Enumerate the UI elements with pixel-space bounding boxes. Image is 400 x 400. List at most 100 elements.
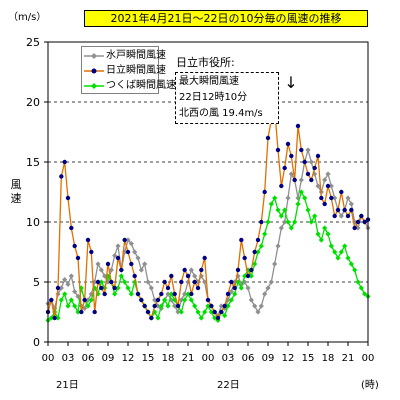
x-tick-label-5: 15 [142, 353, 155, 364]
data-point-0-24 [125, 237, 131, 243]
data-point-0-12 [85, 297, 91, 303]
data-point-2-5 [62, 291, 68, 297]
legend-item-hitachi: 日立瞬間風速 [84, 64, 166, 78]
data-point-2-84 [325, 231, 331, 237]
data-point-2-55 [228, 297, 234, 303]
data-point-1-48 [205, 297, 211, 303]
data-point-1-24 [125, 249, 131, 255]
data-point-2-64 [258, 243, 264, 249]
data-point-0-41 [182, 291, 188, 297]
data-point-0-83 [322, 177, 328, 183]
data-point-1-14 [92, 309, 97, 315]
data-point-1-46 [199, 267, 204, 273]
data-point-0-52 [218, 303, 224, 309]
data-point-2-92 [352, 267, 358, 273]
data-point-1-25 [129, 261, 134, 267]
data-point-2-65 [262, 231, 268, 237]
data-point-1-76 [299, 147, 304, 153]
data-point-2-22 [118, 273, 124, 279]
data-point-0-16 [98, 267, 104, 273]
data-point-2-85 [328, 243, 334, 249]
data-point-0-91 [348, 201, 354, 207]
data-point-1-92 [352, 225, 357, 231]
data-point-2-4 [58, 297, 64, 303]
data-point-1-55 [229, 279, 234, 285]
data-point-0-19 [108, 267, 114, 273]
data-point-2-35 [162, 297, 168, 303]
data-point-1-18 [105, 261, 111, 267]
data-point-1-84 [325, 183, 331, 189]
data-point-0-36 [165, 291, 171, 297]
data-point-2-47 [202, 309, 208, 315]
data-point-0-84 [325, 171, 331, 177]
data-point-2-58 [238, 285, 244, 291]
data-point-1-32 [152, 303, 157, 309]
x-tick-label-9: 03 [222, 353, 235, 364]
legend-label-hitachi: 日立瞬間風速 [106, 65, 166, 76]
data-point-1-80 [312, 165, 317, 171]
data-point-0-6 [65, 281, 71, 287]
data-point-0-65 [262, 291, 268, 297]
data-point-1-35 [162, 279, 167, 285]
data-point-0-26 [132, 249, 138, 255]
data-point-2-78 [305, 207, 311, 213]
data-point-0-44 [192, 273, 198, 279]
data-point-1-50 [212, 309, 217, 315]
annotation-line-1: 最大瞬間風速 [179, 76, 239, 87]
y-tick-label-0: 0 [33, 336, 40, 349]
data-point-2-3 [55, 315, 61, 321]
data-point-0-31 [148, 285, 154, 291]
data-point-0-43 [188, 267, 194, 273]
data-point-1-37 [169, 273, 174, 279]
data-point-0-21 [115, 243, 121, 249]
data-point-1-29 [142, 303, 147, 309]
data-point-1-38 [172, 291, 177, 297]
data-point-2-54 [225, 303, 231, 309]
data-point-1-93 [355, 219, 361, 225]
data-point-0-8 [72, 289, 78, 295]
data-point-0-85 [328, 183, 334, 189]
data-point-1-95 [362, 219, 367, 225]
x-tick-label-4: 12 [122, 353, 135, 364]
data-point-0-51 [215, 313, 221, 319]
data-point-1-72 [285, 141, 291, 147]
data-point-1-5 [62, 159, 67, 165]
data-point-1-36 [165, 285, 171, 291]
data-point-2-7 [68, 297, 74, 303]
annotation-station: 日立市役所: [176, 56, 235, 69]
series-1 [45, 107, 371, 321]
x-tick-label-14: 18 [322, 353, 335, 364]
data-point-1-60 [245, 273, 251, 279]
data-point-0-53 [222, 305, 228, 311]
data-point-0-88 [338, 213, 344, 219]
chart-title: 2021年4月21日～22日の10分毎の風速の推移 [84, 10, 368, 27]
x-tick-label-13: 15 [302, 353, 315, 364]
data-point-0-76 [298, 177, 304, 183]
data-point-1-78 [305, 171, 311, 177]
y-tick-label-20: 20 [26, 96, 40, 109]
data-point-0-78 [305, 147, 311, 153]
data-point-2-21 [115, 285, 121, 291]
data-point-1-91 [349, 207, 354, 213]
data-point-1-90 [345, 213, 351, 219]
x-tick-label-10: 06 [242, 353, 255, 364]
data-point-1-11 [82, 297, 87, 303]
data-point-2-88 [338, 249, 344, 255]
data-point-1-20 [112, 285, 117, 291]
data-point-1-86 [332, 213, 337, 219]
data-point-2-51 [215, 317, 221, 323]
data-point-2-8 [72, 303, 78, 309]
y-tick-label-25: 25 [26, 36, 40, 49]
data-point-1-49 [209, 303, 214, 309]
data-point-1-45 [195, 285, 201, 291]
data-point-0-29 [142, 261, 148, 267]
data-point-2-1 [48, 315, 54, 321]
data-point-0-70 [278, 225, 284, 231]
data-point-1-81 [315, 153, 321, 159]
data-point-1-66 [265, 135, 271, 141]
data-point-1-6 [65, 195, 71, 201]
data-point-2-40 [178, 309, 184, 315]
data-point-2-86 [332, 249, 338, 255]
data-point-0-67 [268, 279, 274, 285]
data-point-0-33 [155, 303, 161, 309]
